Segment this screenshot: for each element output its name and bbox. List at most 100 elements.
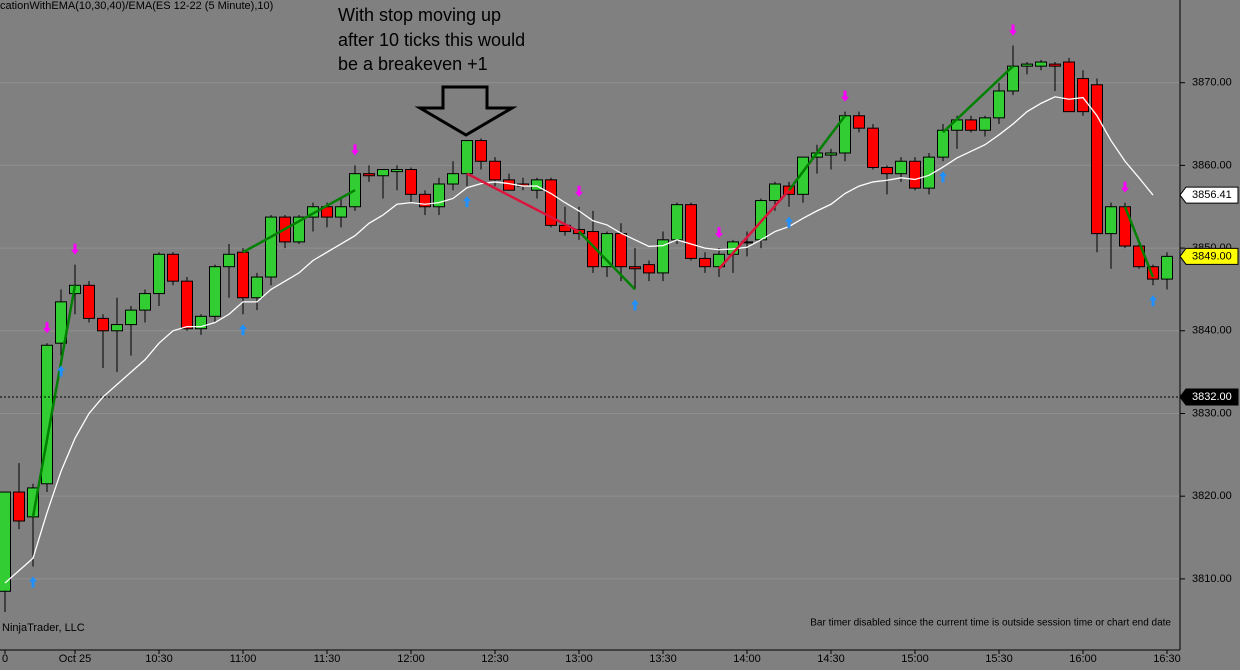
candle-body [83,284,95,319]
x-tick-label: 15:30 [985,653,1013,665]
annotation-arrow [414,85,518,137]
x-tick-label: 16:30 [1153,653,1181,665]
candle-body [769,183,781,202]
x-tick-label: 11:00 [230,653,257,665]
candle-body [909,160,921,189]
x-tick-label: Oct 25 [59,653,91,665]
candle-body [1105,206,1117,235]
annotation-line: With stop moving up [338,5,501,25]
trade-line [1123,206,1155,278]
sell-arrow [1009,24,1017,36]
price-marker-label: 3856.41 [1192,189,1232,201]
ema-line [4,96,1154,584]
candle-body [237,251,249,299]
x-tick-label: 15:00 [901,653,929,665]
sell-arrow [43,322,51,334]
candle-body [615,233,627,268]
trade-line [788,115,846,191]
x-tick-label: 13:00 [565,653,593,665]
candle-body [993,90,1005,119]
price-marker-box [1179,186,1239,204]
candle-body [307,206,319,218]
candle-body [825,152,837,156]
buy-arrow [1149,295,1157,307]
candle-body [895,160,907,175]
sell-arrow [715,227,723,239]
candle-body [1063,61,1075,113]
candle-body [531,179,543,191]
candle-body [433,183,445,208]
candle-body [797,156,809,195]
candle-body [1147,266,1159,280]
x-tick-label: 14:00 [733,653,761,665]
candle-body [601,233,613,268]
buy-arrow [631,299,639,311]
candle-body [867,127,879,168]
candle-body [1049,63,1061,67]
y-tick-label: 3870.00 [1192,77,1232,89]
candle-body [629,266,641,270]
candle-body [447,173,459,185]
candle-body [1021,63,1033,67]
candle-body [545,179,557,226]
candle-body [657,239,669,274]
status-text: Bar timer disabled since the current tim… [810,618,1171,629]
annotation-line: be a breakeven +1 [338,54,488,74]
candle-body [405,169,417,195]
price-marker-label: 3849.00 [1192,250,1232,262]
candle-body [293,216,305,243]
sell-arrow [1121,181,1129,193]
candle-body [153,253,165,295]
x-tick-label: 10:30 [145,653,173,665]
candle-body [419,193,431,208]
candle-body [475,140,487,162]
watermark: NinjaTrader, LLC [2,622,85,634]
y-tick-label: 3830.00 [1192,407,1232,419]
chart-title: cationWithEMA(10,30,40)/EMA(ES 12-22 (5 … [0,0,273,12]
candle-body [181,280,193,330]
candle-body [1161,255,1173,280]
sell-arrow [351,144,359,156]
candle-body [139,293,151,311]
candle-body [125,309,137,326]
buy-arrow [57,365,65,377]
buy-arrow [29,576,37,588]
candle-body [489,160,501,181]
candle-body [251,276,263,299]
candle-body [111,324,123,332]
annotation-line: after 10 ticks this would [338,30,525,50]
price-marker-box [1179,247,1239,265]
y-tick-label: 3820.00 [1192,490,1232,502]
x-tick-label: 13:30 [649,653,677,665]
candle-body [55,301,67,344]
candle-body [881,166,893,175]
x-tick-label: 12:00 [397,653,425,665]
trade-line [242,189,356,254]
candle-body [1091,84,1103,235]
candle-body [0,491,11,592]
x-tick-label: 16:00 [1069,653,1097,665]
price-marker-box [1179,388,1239,406]
candle-body [223,253,235,268]
y-tick-label: 3810.00 [1192,573,1232,585]
buy-arrow [463,196,471,208]
candle-body [671,204,683,241]
sell-arrow [71,243,79,255]
x-tick-label: 0 [2,653,8,665]
candle-body [699,257,711,268]
candle-body [335,206,347,218]
candle-body [377,169,389,177]
candle-body [979,117,991,131]
candle-body [461,140,473,175]
x-tick-label: 12:30 [481,653,509,665]
candle-body [853,115,865,129]
price-marker-label: 3832.00 [1192,391,1232,403]
candle-body [503,179,515,191]
axes: 3810.003820.003830.003840.003850.003860.… [2,77,1239,665]
buy-arrow [239,324,247,336]
sell-arrow [841,90,849,102]
trade-line [578,230,636,291]
